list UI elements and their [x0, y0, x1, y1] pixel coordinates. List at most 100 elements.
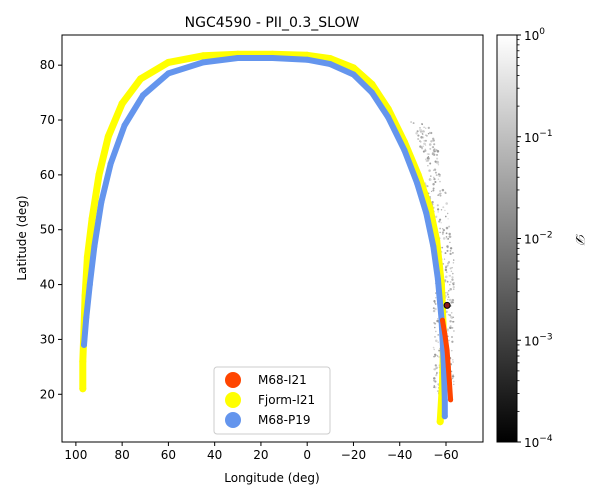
scatter-point: [445, 202, 448, 205]
scatter-point: [445, 226, 449, 230]
scatter-point: [424, 149, 427, 152]
scatter-point: [446, 245, 449, 248]
scatter-point: [419, 129, 423, 132]
scatter-point: [427, 126, 430, 130]
scatter-point: [445, 236, 448, 238]
scatter-point: [452, 272, 454, 275]
scatter-point: [429, 175, 432, 177]
x-axis-label: Longitude (deg): [224, 471, 319, 485]
scatter-point: [444, 292, 447, 294]
scatter-point: [449, 267, 452, 270]
scatter-point: [444, 215, 447, 218]
scatter-point: [416, 130, 419, 133]
scatter-point: [436, 150, 440, 153]
scatter-point: [428, 169, 431, 172]
y-axis-ticks: 20 30 40 50 60 70 80: [40, 58, 62, 401]
scatter-point: [431, 152, 435, 156]
scatter-point: [442, 206, 445, 209]
scatter-point: [449, 235, 452, 238]
scatter-point: [420, 136, 423, 139]
scatter-point: [452, 301, 454, 304]
scatter-point: [453, 383, 455, 386]
scatter-point: [435, 297, 437, 299]
colorbar-tick-label: 10−2: [524, 231, 553, 247]
scatter-point: [421, 133, 424, 135]
colorbar-label: 𝒟: [572, 233, 587, 246]
scatter-point: [437, 164, 440, 166]
scatter-point: [436, 204, 439, 207]
scatter-point: [442, 228, 446, 232]
scatter-point: [447, 262, 450, 265]
data-point: [401, 147, 408, 154]
scatter-point: [443, 258, 446, 260]
scatter-point: [433, 385, 436, 387]
data-point: [107, 160, 114, 167]
scatter-point: [441, 246, 444, 249]
data-point: [79, 385, 87, 393]
scatter-point: [449, 315, 453, 319]
scatter-point: [446, 280, 449, 283]
scatter-point: [421, 147, 424, 150]
scatter-point: [415, 131, 418, 135]
scatter-point: [451, 358, 454, 361]
scatter-point: [433, 368, 436, 371]
scatter-point: [444, 252, 447, 255]
scatter-point: [450, 270, 453, 272]
scatter-point: [446, 293, 449, 296]
scatter-point: [438, 356, 440, 358]
x-axis-ticks: 100 80 60 40 20 0 −20 −40 −60: [64, 442, 459, 462]
data-point: [83, 314, 90, 321]
data-point: [350, 71, 357, 78]
scatter-point: [424, 148, 426, 150]
scatter-point: [434, 353, 437, 356]
x-tick-label: 80: [115, 448, 130, 462]
data-point: [441, 413, 448, 420]
scatter-point: [431, 201, 434, 204]
data-point: [327, 61, 334, 68]
data-point: [434, 276, 441, 283]
colorbar-gradient: [496, 34, 518, 443]
legend-box: [213, 366, 331, 435]
scatter-point: [448, 298, 452, 302]
scatter-point: [436, 319, 439, 323]
scatter-point: [426, 185, 429, 187]
data-point: [200, 59, 207, 66]
x-tick-label: −60: [433, 448, 458, 462]
scatter-point: [445, 232, 448, 235]
scatter-point: [451, 298, 455, 302]
scatter-point: [430, 140, 433, 143]
scatter-point: [437, 178, 440, 181]
scatter-point: [433, 177, 436, 181]
y-tick-label: 50: [40, 223, 55, 237]
scatter-point: [451, 375, 455, 378]
scatter-point: [435, 174, 438, 177]
scatter-point: [434, 301, 436, 304]
scatter-point: [451, 267, 453, 269]
scatter-point: [437, 173, 440, 176]
data-point: [165, 70, 172, 77]
progenitor-marker: [443, 301, 451, 309]
scatter-point: [436, 153, 438, 156]
scatter-point: [441, 228, 444, 230]
y-tick-label: 60: [40, 168, 55, 182]
scatter-point: [432, 189, 435, 192]
scatter-point: [434, 303, 437, 305]
data-point: [83, 253, 91, 261]
scatter-point: [452, 316, 455, 319]
axes-frame: [61, 34, 484, 443]
scatter-point: [449, 281, 452, 283]
scatter-point: [448, 290, 450, 292]
scatter-point: [438, 220, 441, 223]
scatter-point: [435, 339, 438, 343]
scatter-point: [451, 340, 454, 343]
data-point: [269, 55, 276, 61]
scatter-point: [446, 249, 449, 252]
data-point: [440, 358, 447, 365]
scatter-point: [433, 143, 436, 146]
scatter-point: [446, 238, 449, 240]
scatter-point: [451, 336, 453, 338]
scatter-point: [432, 187, 435, 190]
scatter-point: [428, 131, 431, 134]
scatter-point: [424, 139, 427, 142]
scatter-point: [423, 139, 426, 142]
